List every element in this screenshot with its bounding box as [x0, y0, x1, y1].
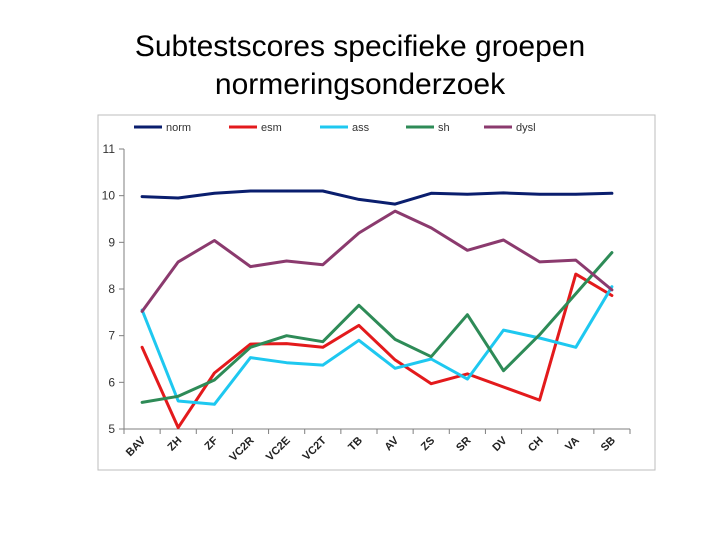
data-point-dysl: [502, 239, 504, 241]
data-point-dysl: [430, 227, 432, 229]
data-point-ass: [249, 356, 251, 358]
data-point-norm: [502, 192, 504, 194]
y-tick-label: 7: [108, 329, 115, 343]
data-point-norm: [575, 193, 577, 195]
title-line-2: normeringsonderzoek: [214, 68, 506, 101]
data-point-ass: [394, 367, 396, 369]
data-point-ass: [322, 364, 324, 366]
y-tick-label: 10: [102, 189, 116, 203]
data-point-dysl: [141, 310, 143, 312]
y-tick-label: 6: [108, 375, 115, 389]
series-line-ass: [140, 285, 614, 406]
data-point-dysl: [213, 239, 215, 241]
data-point-sh: [538, 334, 540, 336]
data-point-norm: [177, 197, 179, 199]
data-point-dysl: [611, 289, 613, 291]
data-point-esm: [394, 359, 396, 361]
series-line-norm: [140, 189, 614, 206]
data-point-ass: [213, 403, 215, 405]
data-point-esm: [358, 324, 360, 326]
data-point-dysl: [466, 249, 468, 251]
data-point-sh: [249, 346, 251, 348]
slide-title: Subtestscores specifieke groepen normeri…: [0, 28, 720, 104]
y-tick-label: 5: [108, 422, 115, 436]
data-point-norm: [358, 198, 360, 200]
data-point-esm: [141, 346, 143, 348]
legend-label-dysl: dysl: [516, 122, 536, 134]
data-point-ass: [502, 329, 504, 331]
legend-label-sh: sh: [438, 122, 450, 134]
data-point-esm: [502, 386, 504, 388]
data-point-dysl: [538, 261, 540, 263]
series-layer: [140, 189, 614, 430]
data-point-norm: [538, 193, 540, 195]
data-point-ass: [466, 378, 468, 380]
data-point-ass: [285, 362, 287, 364]
data-point-norm: [466, 193, 468, 195]
data-point-dysl: [322, 264, 324, 266]
y-axis: 5 6 7 8 9 10 11: [102, 142, 125, 436]
data-point-dysl: [285, 260, 287, 262]
data-point-ass: [358, 339, 360, 341]
data-point-esm: [538, 399, 540, 401]
data-point-esm: [285, 342, 287, 344]
data-point-sh: [177, 395, 179, 397]
data-point-esm: [575, 273, 577, 275]
data-point-esm: [213, 372, 215, 374]
data-point-dysl: [249, 265, 251, 267]
data-point-sh: [575, 292, 577, 294]
data-point-dysl: [394, 210, 396, 212]
data-point-norm: [611, 192, 613, 194]
data-point-sh: [322, 341, 324, 343]
series-line-dysl: [140, 209, 614, 313]
data-point-esm: [430, 383, 432, 385]
series-line-sh: [140, 251, 614, 404]
data-point-sh: [394, 338, 396, 340]
data-point-norm: [285, 190, 287, 192]
data-point-norm: [322, 190, 324, 192]
chart-legend: norm esm ass sh dysl: [134, 122, 536, 134]
data-point-esm: [466, 373, 468, 375]
data-point-norm: [141, 195, 143, 197]
data-point-norm: [249, 190, 251, 192]
data-point-esm: [611, 294, 613, 296]
y-tick-label: 11: [103, 142, 116, 156]
data-point-dysl: [575, 259, 577, 261]
data-point-sh: [213, 379, 215, 381]
data-point-dysl: [358, 232, 360, 234]
title-line-1: Subtestscores specifieke groepen: [134, 30, 586, 63]
data-point-norm: [430, 192, 432, 194]
y-tick-label: 8: [108, 282, 115, 296]
data-point-esm: [249, 343, 251, 345]
data-point-sh: [141, 401, 143, 403]
data-point-esm: [177, 426, 179, 428]
legend-label-norm: norm: [166, 122, 191, 134]
legend-label-ass: ass: [352, 122, 370, 134]
y-tick-label: 9: [108, 235, 115, 249]
data-point-sh: [502, 369, 504, 371]
data-point-ass: [575, 346, 577, 348]
data-point-norm: [394, 203, 396, 205]
data-point-ass: [177, 400, 179, 402]
data-point-dysl: [177, 261, 179, 263]
series-line-esm: [140, 272, 614, 430]
data-point-sh: [285, 334, 287, 336]
data-point-sh: [430, 355, 432, 357]
data-point-norm: [213, 192, 215, 194]
data-point-esm: [322, 346, 324, 348]
data-point-sh: [611, 251, 613, 253]
legend-label-esm: esm: [261, 122, 282, 134]
data-point-sh: [358, 304, 360, 306]
data-point-sh: [466, 313, 468, 315]
